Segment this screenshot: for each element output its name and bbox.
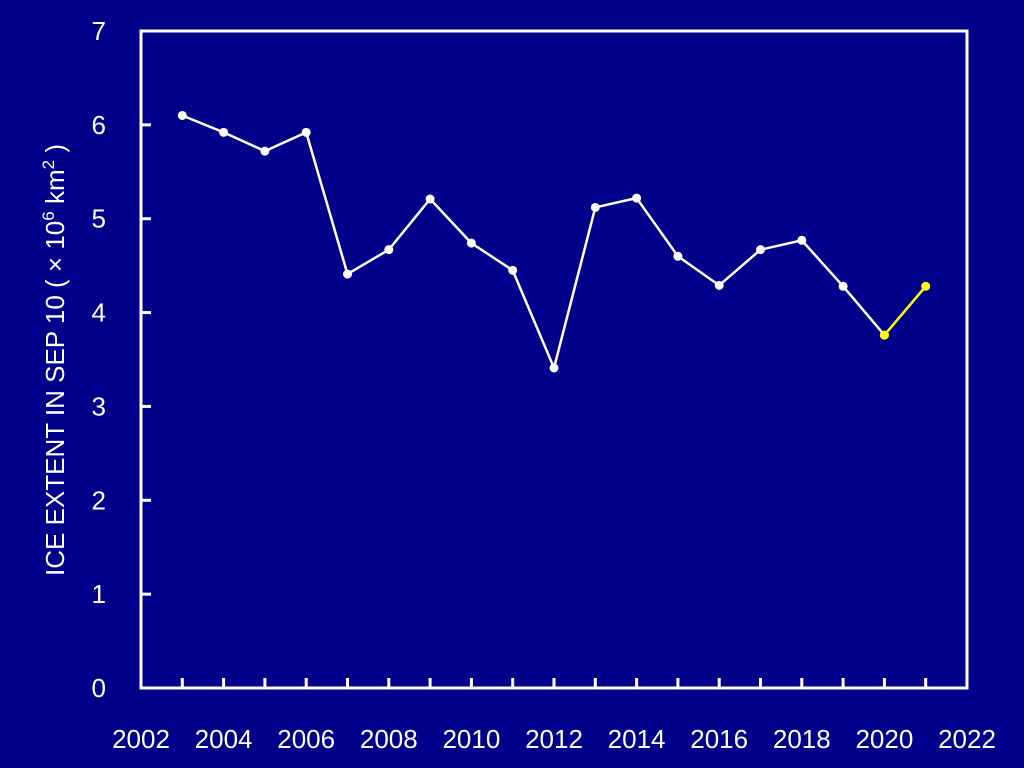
y-axis-title: ICE EXTENT IN SEP 10 ( × 106 km2 )	[39, 144, 70, 576]
data-point	[590, 202, 600, 212]
data-point	[879, 330, 889, 340]
y-axis-ticks	[141, 29, 151, 690]
data-point	[673, 251, 683, 261]
series-line	[181, 114, 886, 370]
x-tick-label: 2014	[608, 724, 666, 754]
series-lines	[181, 114, 927, 370]
data-point	[921, 281, 931, 291]
data-point	[466, 238, 476, 248]
y-tick-label: 7	[92, 16, 106, 46]
y-tick-label: 2	[92, 485, 106, 515]
x-tick-label: 2008	[360, 724, 418, 754]
x-tick-label: 2012	[525, 724, 583, 754]
y-tick-label: 0	[92, 673, 106, 703]
data-point	[797, 235, 807, 245]
x-tick-label: 2010	[442, 724, 500, 754]
y-tick-label: 1	[92, 579, 106, 609]
y-tick-label: 5	[92, 204, 106, 234]
data-point	[219, 127, 229, 137]
x-tick-label: 2002	[112, 724, 170, 754]
series-line	[883, 285, 927, 336]
y-tick-label: 6	[92, 110, 106, 140]
y-tick-label: 3	[92, 391, 106, 421]
plot-area-frame	[139, 29, 969, 690]
x-axis-ticks	[139, 678, 969, 688]
x-tick-label: 2006	[277, 724, 335, 754]
series-points	[177, 110, 931, 373]
x-tick-label: 2016	[690, 724, 748, 754]
data-point	[384, 245, 394, 255]
y-tick-label: 4	[92, 298, 106, 328]
data-point	[838, 281, 848, 291]
data-point	[260, 146, 270, 156]
data-point	[549, 363, 559, 373]
y-axis-tick-labels: 0 1 2 3 4 5 6 7	[92, 16, 106, 703]
data-point	[756, 245, 765, 255]
data-point	[508, 265, 518, 275]
data-point	[714, 280, 724, 290]
x-tick-label: 2018	[773, 724, 831, 754]
x-axis-tick-labels: 2002 2004 2006 2008 2010 2012 2014 2016 2018 2020…	[112, 724, 996, 754]
x-tick-label: 2004	[195, 724, 253, 754]
data-point	[301, 127, 311, 137]
data-point	[425, 194, 435, 204]
x-tick-label: 2022	[938, 724, 996, 754]
data-point	[177, 110, 187, 120]
data-point	[343, 269, 352, 279]
data-point	[632, 193, 642, 203]
x-tick-label: 2020	[855, 724, 913, 754]
